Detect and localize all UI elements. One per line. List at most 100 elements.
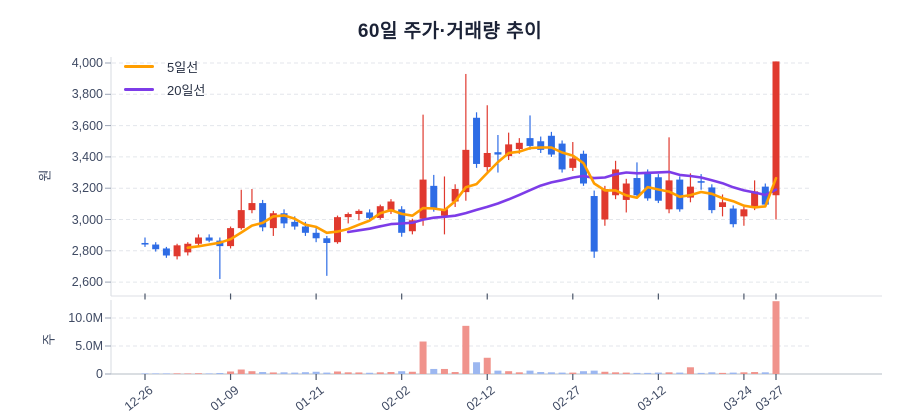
volume-bar	[697, 372, 705, 374]
volume-bar	[387, 372, 395, 374]
volume-bar	[152, 373, 160, 374]
candle-body	[280, 213, 288, 224]
chart-title: 60일 주가·거래량 추이	[357, 21, 543, 42]
candle-body	[633, 178, 641, 196]
candle-body	[740, 209, 748, 217]
candle-body	[440, 209, 448, 216]
legend-item-ma5: 5일선	[124, 55, 205, 78]
candle-body	[515, 142, 523, 150]
candle-body	[462, 149, 470, 193]
legend-item-ma20: 20일선	[124, 78, 205, 101]
candle-body	[366, 212, 374, 218]
volume-bar	[772, 301, 780, 374]
volume-bar	[291, 372, 299, 374]
volume-bar	[248, 371, 256, 374]
candle-body	[719, 202, 727, 207]
volume-bar	[323, 372, 331, 374]
ma20-legend-label: 20일선	[167, 83, 206, 98]
candle-body	[430, 185, 438, 209]
volume-bar	[612, 372, 620, 374]
candle-body	[173, 245, 181, 257]
candle-body	[248, 203, 256, 211]
volume-bar	[740, 372, 748, 374]
x-axis-ticks	[144, 293, 777, 380]
candle-body	[590, 196, 598, 252]
candle-body	[205, 237, 213, 241]
volume-bar	[633, 372, 641, 374]
volume-bar	[162, 373, 170, 374]
candle-body	[526, 138, 534, 146]
candle-body	[622, 183, 630, 200]
price-tick-label: 4,000	[71, 56, 103, 70]
volume-bar	[494, 370, 502, 374]
volume-bar	[269, 372, 277, 374]
volume-bar	[761, 372, 769, 374]
volume-bars	[141, 301, 780, 374]
candle-body	[334, 217, 342, 243]
volume-bar	[216, 372, 224, 374]
candle-body	[569, 158, 577, 168]
volume-bar	[590, 370, 598, 374]
volume-bar	[676, 372, 684, 374]
candle-body	[323, 238, 331, 243]
volume-bar	[579, 371, 587, 374]
volume-bar	[355, 372, 363, 374]
candle-body	[547, 135, 555, 155]
candle-body	[387, 201, 395, 212]
volume-bar	[537, 372, 545, 374]
volume-bar	[569, 372, 577, 374]
candle-body	[601, 188, 609, 220]
candle-body	[665, 180, 673, 210]
axis-lines	[110, 57, 882, 375]
candle-body	[344, 214, 352, 218]
volume-tick-label: 0	[96, 367, 103, 381]
candle-body	[408, 220, 416, 232]
candle-body	[301, 226, 309, 233]
candle-body	[194, 237, 202, 244]
price-tick-label: 3,800	[71, 87, 103, 102]
price-tick-label: 3,200	[71, 181, 103, 196]
volume-bar	[398, 371, 406, 374]
price-tick-label: 3,000	[71, 212, 103, 227]
volume-bar	[473, 362, 481, 374]
volume-bar	[751, 372, 759, 374]
volume-bar	[515, 372, 523, 374]
volume-bar	[376, 372, 384, 374]
price-axis-unit-label: 원	[37, 169, 53, 182]
volume-bar	[194, 373, 202, 374]
candle-body	[355, 210, 363, 215]
candle-body	[505, 144, 513, 157]
volume-bar	[301, 372, 309, 374]
candle-body	[708, 187, 716, 211]
volume-bar	[366, 372, 374, 374]
volume-bar	[654, 372, 662, 374]
volume-bar	[312, 371, 320, 374]
price-tick-label: 2,600	[71, 275, 103, 290]
candle-body	[644, 172, 652, 199]
volume-bar	[451, 372, 459, 374]
candle-body	[686, 186, 694, 198]
candle-body	[237, 210, 245, 229]
candle-body	[537, 141, 545, 150]
candle-body	[494, 152, 502, 155]
volume-bar	[430, 368, 438, 374]
candle-body	[398, 209, 406, 233]
volume-bar	[526, 370, 534, 374]
volume-bar	[344, 372, 352, 374]
volume-tick-label: 5.0M	[75, 339, 103, 353]
volume-bar	[173, 373, 181, 374]
price-tick-label: 2,800	[71, 243, 103, 258]
candle-body	[772, 61, 780, 196]
candle-body	[227, 228, 235, 247]
volume-bar	[644, 372, 652, 374]
volume-bar	[547, 372, 555, 374]
volume-tick-label: 10.0M	[68, 311, 103, 325]
volume-bar	[686, 367, 694, 374]
candle-body	[473, 117, 481, 164]
candle-body	[558, 143, 566, 170]
volume-bar	[227, 371, 235, 374]
volume-bar	[408, 371, 416, 374]
candle-body	[451, 188, 459, 202]
ma20-line-swatch	[124, 87, 154, 92]
